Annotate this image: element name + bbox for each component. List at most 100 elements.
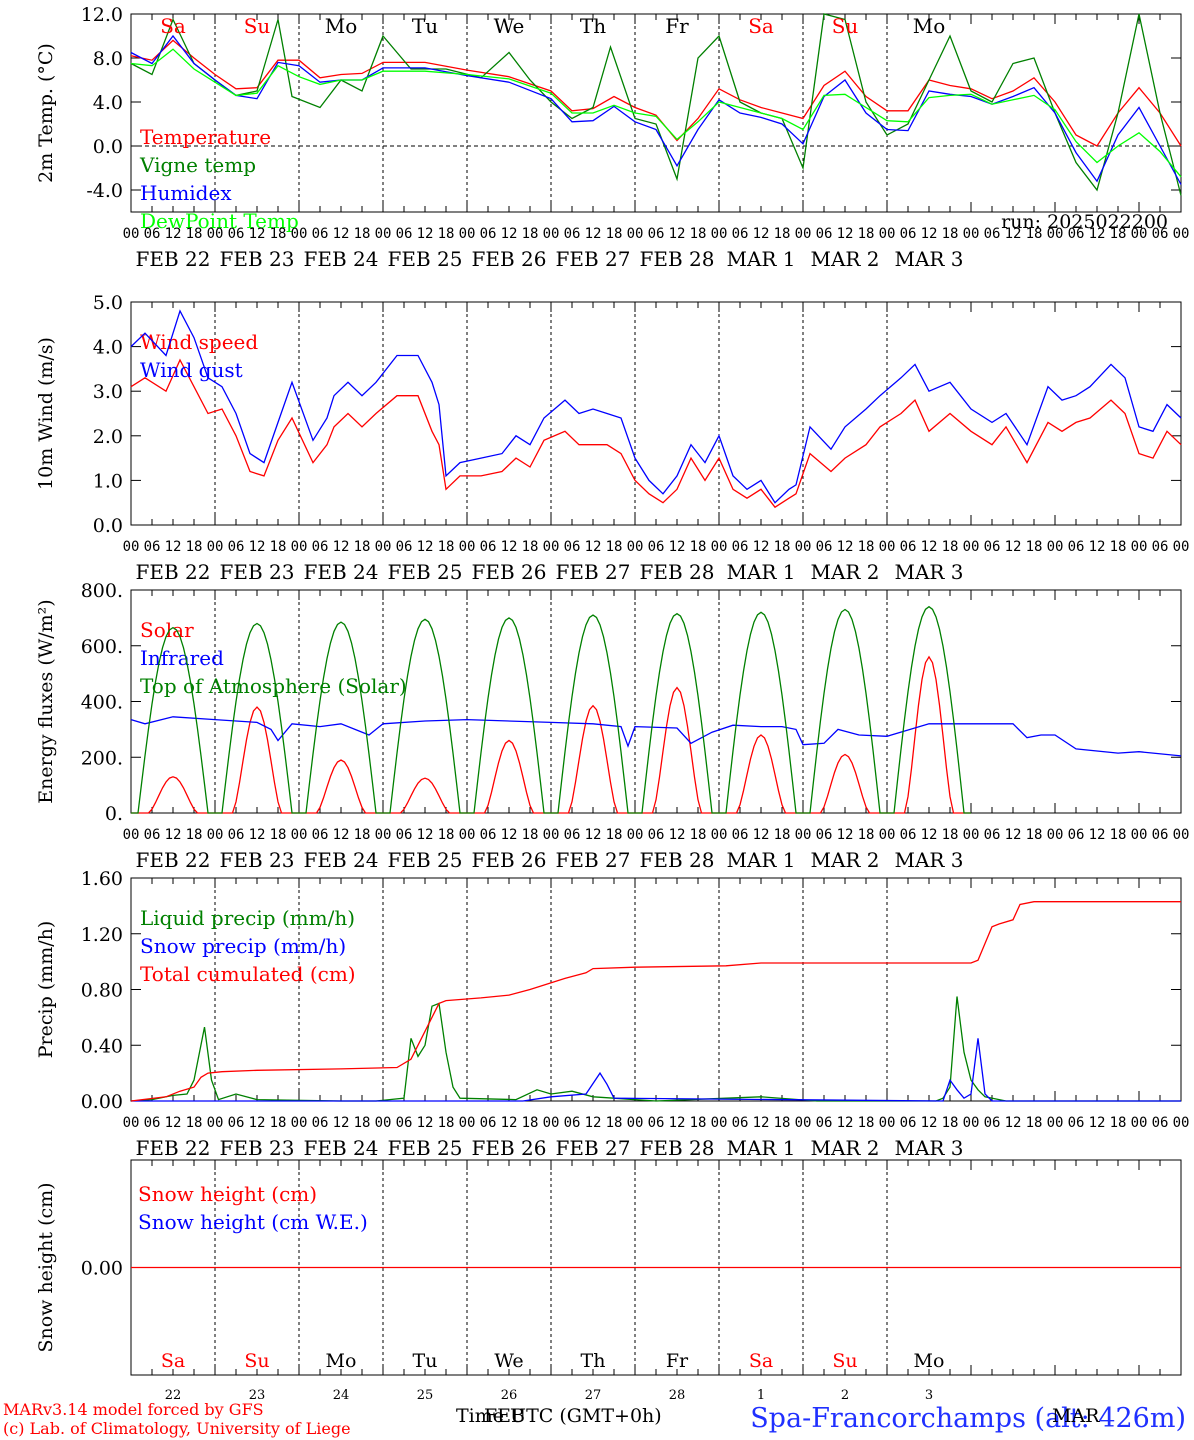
hour-label: 00: [123, 827, 140, 843]
y-tick-label: -4.0: [86, 180, 123, 202]
y-axis-label: Energy fluxes (W/m²): [35, 599, 57, 803]
day-label: Mo: [326, 1350, 357, 1372]
hour-label: 00: [123, 226, 140, 242]
hour-label: 00: [291, 827, 308, 843]
legend-entry: Wind speed: [140, 330, 258, 354]
hour-label: 06: [900, 1115, 917, 1131]
hour-label: 18: [858, 539, 875, 555]
date-label: FEB 24: [304, 560, 379, 584]
series-line-solar: [299, 759, 383, 814]
hour-label: 12: [669, 226, 686, 242]
hour-label: 12: [753, 226, 770, 242]
day-label: Su: [244, 14, 271, 38]
hour-label: 00: [291, 1115, 308, 1131]
month-label: FEB: [484, 1405, 525, 1427]
date-label: FEB 25: [388, 247, 463, 271]
series-line-top-of-atmosphere-solar-: [467, 617, 551, 814]
hour-label: 06: [564, 539, 581, 555]
hour-label: 06: [1152, 539, 1169, 555]
series-line-top-of-atmosphere-solar-: [383, 618, 467, 814]
hour-label: 06: [312, 827, 329, 843]
hour-label: 18: [1026, 226, 1043, 242]
day-number: 28: [669, 1388, 686, 1403]
x-axis-title: Time UTC (GMT+0h): [456, 1405, 662, 1427]
series-line-top-of-atmosphere-solar-: [551, 614, 635, 814]
hour-label: 12: [249, 827, 266, 843]
legend-entry: Temperature: [140, 125, 271, 149]
hour-label: 06: [144, 827, 161, 843]
hour-label: 12: [837, 1115, 854, 1131]
hour-label: 06: [228, 1115, 245, 1131]
hour-label: 18: [522, 1115, 539, 1131]
hour-label: 00: [627, 226, 644, 242]
hour-label: 18: [186, 1115, 203, 1131]
hour-label: 00: [1047, 226, 1064, 242]
hour-label: 06: [228, 827, 245, 843]
hour-label: 18: [1026, 827, 1043, 843]
hour-label: 18: [606, 827, 623, 843]
series-line-humidex: [130, 34, 1182, 185]
hour-label: 00: [1173, 226, 1190, 242]
date-label: MAR 1: [726, 1136, 795, 1160]
day-label: Sa: [161, 1350, 185, 1372]
date-label: MAR 1: [726, 848, 795, 872]
hour-label: 06: [396, 226, 413, 242]
date-label: MAR 3: [894, 247, 963, 271]
hour-label: 12: [1089, 539, 1106, 555]
hour-label: 18: [270, 827, 287, 843]
date-label: FEB 26: [472, 1136, 547, 1160]
y-tick-label: 1.0: [93, 470, 123, 492]
hour-label: 12: [333, 1115, 350, 1131]
credit-line-1: MARv3.14 model forced by GFS: [3, 1400, 264, 1419]
series-line-solar: [635, 686, 719, 814]
panel-1: 12.0 8.0 4.0 0.0 -4.0 2m Temp. (°C) Temperatur…: [35, 4, 1189, 271]
hour-label: 18: [522, 226, 539, 242]
hour-label: 12: [1089, 1115, 1106, 1131]
panel-2: 5.0 4.0 3.0 2.0 1.0 0.0 10m Wind (m/s) Wind spe…: [35, 292, 1189, 584]
day-number: 23: [249, 1388, 266, 1403]
hour-label: 00: [1173, 1115, 1190, 1131]
hour-label: 18: [606, 1115, 623, 1131]
hour-label: 18: [858, 827, 875, 843]
hour-label: 18: [1026, 1115, 1043, 1131]
hour-label: 12: [585, 1115, 602, 1131]
hour-label: 00: [1131, 226, 1148, 242]
day-label: Su: [832, 14, 859, 38]
y-tick-label: 2.0: [93, 426, 123, 448]
day-label: Th: [581, 1350, 606, 1372]
hour-label: 12: [1089, 827, 1106, 843]
hour-label: 12: [585, 226, 602, 242]
hour-label: 00: [963, 226, 980, 242]
date-label: FEB 26: [472, 848, 547, 872]
date-label: FEB 26: [472, 247, 547, 271]
legend-entry: Wind gust: [140, 358, 243, 382]
hour-label: 12: [585, 827, 602, 843]
hour-label: 06: [312, 539, 329, 555]
date-label: MAR 1: [726, 560, 795, 584]
hour-label: 00: [207, 226, 224, 242]
hour-label: 18: [438, 1115, 455, 1131]
hour-label: 06: [732, 827, 749, 843]
date-label: FEB 24: [304, 247, 379, 271]
hour-label: 00: [879, 827, 896, 843]
panel-3: 800. 600. 400. 200. 0. Energy fluxes (W/m²) So…: [35, 580, 1189, 872]
hour-label: 00: [459, 539, 476, 555]
hour-label: 00: [627, 539, 644, 555]
day-label: Mo: [914, 1350, 945, 1372]
hour-label: 18: [1110, 1115, 1127, 1131]
date-label: FEB 28: [640, 848, 715, 872]
hour-label: 00: [291, 226, 308, 242]
hour-label: 00: [963, 539, 980, 555]
hour-label: 00: [207, 539, 224, 555]
hour-label: 00: [543, 226, 560, 242]
y-tick-label: 0.80: [81, 980, 123, 1002]
credit-line-2: (c) Lab. of Climatology, University of L…: [3, 1419, 351, 1438]
legend-entry: Humidex: [140, 181, 232, 205]
hour-label: 18: [1026, 539, 1043, 555]
hour-label: 00: [543, 827, 560, 843]
hour-label: 00: [711, 827, 728, 843]
day-number: 3: [925, 1388, 933, 1403]
date-label: MAR 2: [810, 848, 879, 872]
series-line-wind-gust: [130, 309, 1182, 504]
y-tick-label: 0.40: [81, 1035, 123, 1057]
